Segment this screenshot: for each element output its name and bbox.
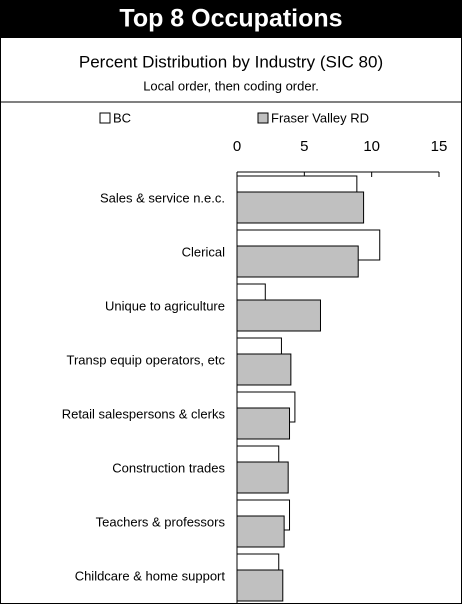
legend-swatch — [99, 112, 111, 124]
category-label: Sales & service n.e.c. — [100, 190, 225, 205]
category-label: Clerical — [182, 244, 225, 259]
x-tick-label: 10 — [363, 138, 380, 155]
legend-label: BC — [113, 110, 131, 125]
x-tick-label: 5 — [300, 138, 308, 155]
bar — [236, 569, 284, 602]
bar — [236, 407, 291, 440]
chart-note: Local order, then coding order. — [143, 78, 319, 93]
x-tick-label: 15 — [431, 138, 448, 155]
category-label: Transp equip operators, etc — [67, 352, 226, 367]
header-bar — [0, 0, 462, 38]
legend-label: Fraser Valley RD — [271, 110, 369, 125]
bar — [236, 191, 365, 224]
category-label: Construction trades — [112, 460, 225, 475]
x-tick-label: 0 — [233, 138, 241, 155]
bar — [236, 353, 292, 386]
bar — [236, 461, 289, 494]
category-label: Retail salespersons & clerks — [62, 406, 226, 421]
bar — [236, 299, 321, 332]
chart-title: Top 8 Occupations — [119, 5, 342, 33]
bar — [236, 515, 285, 548]
category-label: Teachers & professors — [96, 514, 226, 529]
bar — [236, 245, 359, 278]
category-label: Childcare & home support — [75, 568, 226, 583]
chart-subtitle: Percent Distribution by Industry (SIC 80… — [79, 52, 383, 71]
category-label: Unique to agriculture — [105, 298, 225, 313]
legend-swatch — [257, 112, 269, 124]
